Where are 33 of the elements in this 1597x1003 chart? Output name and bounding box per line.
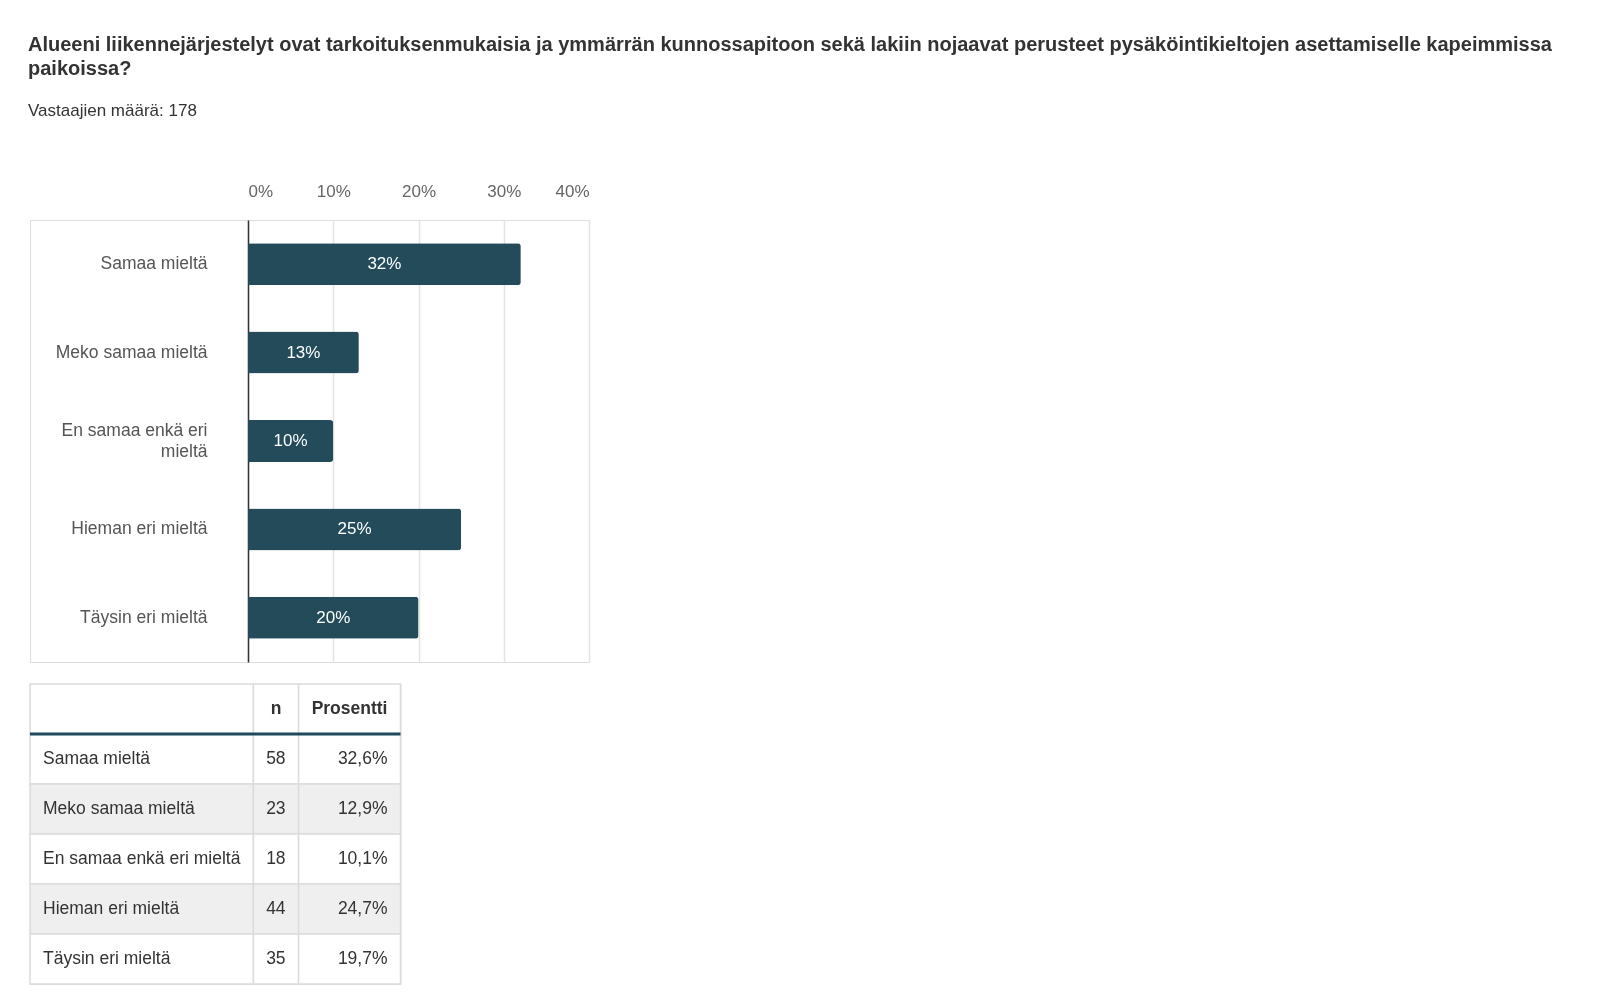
x-tick-label: 0% (248, 181, 274, 201)
data-label: 10,1% (337, 848, 388, 868)
data-label: 12,9% (337, 798, 388, 818)
series-label: n (270, 698, 282, 718)
x-tick-label: 10% (316, 181, 351, 201)
data-label: 10% (273, 431, 308, 450)
data-label: 44 (266, 898, 286, 918)
y-tick-label: En samaa enkä eri mieltä (61, 419, 208, 461)
series-label: Prosentti (311, 698, 388, 718)
data-label: 25% (337, 519, 372, 539)
x-tick-label: 40% (555, 181, 590, 201)
category-label: Täysin eri mieltä (43, 948, 171, 968)
data-label: 58 (266, 748, 286, 768)
data-label: 13% (286, 342, 321, 362)
data-label: 23 (266, 798, 286, 818)
text: Vastaajien määrä: 178 (28, 100, 197, 120)
category-label: Meko samaa mieltä (43, 798, 195, 818)
text: Alueeni liikennejärjestelyt ovat tarkoituksenmukaisia ja ymmärrän kunnossapitoon sekä lakiin nojaavat perusteet pysäköintikieltojen asettamiselle kapeimmissa paikoissa? (28, 32, 1553, 79)
data-label: 24,7% (337, 898, 388, 918)
data-label: 19,7% (337, 948, 388, 968)
y-tick-label: Täysin eri mieltä (80, 606, 208, 627)
category-label: Hieman eri mieltä (43, 898, 180, 918)
y-tick-label: Hieman eri mieltä (71, 518, 208, 539)
data-label: 35 (266, 948, 286, 968)
category-label: Samaa mieltä (43, 748, 151, 768)
y-tick-label: Samaa mieltä (100, 253, 208, 274)
data-label: 32,6% (337, 748, 388, 768)
x-tick-label: 30% (487, 181, 522, 201)
y-tick-label: Meko samaa mieltä (55, 341, 208, 362)
data-label: 32% (367, 254, 402, 274)
data-label: 20% (316, 607, 351, 627)
x-tick-label: 20% (401, 181, 437, 201)
data-label: 18 (266, 848, 286, 868)
